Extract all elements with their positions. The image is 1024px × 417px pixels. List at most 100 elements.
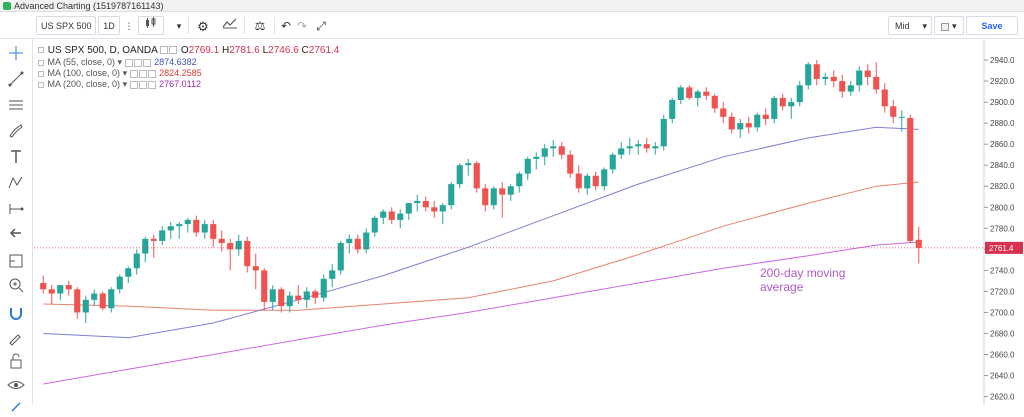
- study-label: MA (200, close, 0): [47, 79, 121, 89]
- prediction-icon[interactable]: [6, 199, 26, 219]
- symbol-search-input[interactable]: US SPX 500: [36, 16, 96, 35]
- candle-body: [601, 169, 608, 187]
- save-label: Save: [981, 21, 1003, 31]
- eye-toggle-icon[interactable]: [124, 58, 133, 67]
- interval-button[interactable]: 1D: [98, 16, 120, 35]
- zoom-in-icon[interactable]: [6, 275, 26, 295]
- candle-body: [295, 295, 302, 300]
- lock-icon[interactable]: [6, 351, 26, 371]
- fib-retracement-icon[interactable]: [6, 95, 26, 115]
- candle-body: [57, 285, 64, 294]
- settings-gear-icon[interactable]: ⚙: [197, 19, 209, 34]
- eye-toggle-icon[interactable]: [129, 80, 138, 89]
- y-tick-label: 2940.0: [990, 56, 1015, 65]
- save-button[interactable]: Save: [966, 16, 1018, 35]
- candle-body: [40, 283, 47, 290]
- close-icon[interactable]: [147, 80, 156, 89]
- candle-body: [150, 238, 157, 241]
- top-toolbar: US SPX 500 1D ⋮ ▾ ⚙ ⚖ ↶ ↷ ⤢ Mid ▾ ▾ Save: [0, 12, 1024, 39]
- candle-body: [201, 224, 208, 233]
- candle-body: [269, 289, 276, 302]
- candle-body: [516, 173, 523, 187]
- candle-body: [116, 276, 123, 290]
- candle-body: [643, 144, 650, 149]
- candle-body: [261, 270, 268, 302]
- open-label: O: [180, 45, 189, 56]
- candle-body: [677, 87, 684, 100]
- layout-select[interactable]: ▾: [934, 16, 964, 35]
- candle-body: [686, 87, 693, 98]
- redo-icon[interactable]: ↷: [296, 19, 308, 33]
- candle-body: [524, 158, 531, 174]
- collapse-icon[interactable]: [38, 47, 44, 54]
- text-tool-icon[interactable]: [6, 147, 26, 167]
- settings-icon[interactable]: [133, 58, 142, 67]
- brush-icon[interactable]: [6, 121, 26, 141]
- settings-icon[interactable]: [138, 69, 147, 78]
- crosshair-icon[interactable]: [6, 43, 26, 63]
- high-value: 2781.6: [229, 45, 260, 56]
- magnet-icon[interactable]: [6, 303, 26, 323]
- drawing-tools-sidebar: [0, 39, 33, 412]
- app-logo-icon: [3, 2, 11, 10]
- compare-scales-icon[interactable]: ⚖: [254, 19, 266, 33]
- candle-body: [575, 173, 582, 189]
- measure-icon[interactable]: [6, 251, 26, 271]
- settings-icon[interactable]: [138, 80, 147, 89]
- candle-body: [108, 289, 115, 309]
- last-price-badge: [985, 241, 1023, 254]
- collapse-icon[interactable]: [38, 59, 44, 66]
- candle-body: [193, 219, 200, 233]
- candle-body: [839, 81, 846, 92]
- stay-in-drawing-icon[interactable]: [6, 327, 26, 347]
- chart-style-dropdown-icon[interactable]: ▾: [176, 21, 182, 31]
- candle-body: [609, 154, 616, 170]
- candle-body: [218, 238, 225, 244]
- fullscreen-icon[interactable]: ⤢: [316, 19, 326, 33]
- legend-study-ma55: MA (55, close, 0) ▾ 2874.6382: [38, 57, 339, 68]
- pattern-icon[interactable]: [6, 173, 26, 193]
- y-tick-label: 2880.0: [990, 119, 1015, 128]
- candle-body: [907, 117, 914, 241]
- trend-line-icon[interactable]: [6, 69, 26, 89]
- interval-menu-icon[interactable]: ⋮: [124, 21, 134, 31]
- candle-body: [252, 266, 259, 271]
- candle-body: [48, 289, 55, 294]
- candle-body: [74, 289, 81, 313]
- candle-body: [652, 146, 659, 149]
- candle-body: [227, 243, 234, 250]
- candle-body: [405, 203, 412, 214]
- candle-body: [371, 217, 378, 233]
- price-chart[interactable]: 2940.0 2920.0 2900.0 2880.0 2860.0 2840.0 2820…: [34, 39, 1024, 405]
- price-type-select[interactable]: Mid ▾: [888, 16, 932, 35]
- eye-toggle-icon[interactable]: [129, 69, 138, 78]
- candle-body: [694, 91, 701, 98]
- collapse-icon[interactable]: [38, 81, 44, 88]
- eye-icon[interactable]: [6, 375, 26, 395]
- candle-body: [456, 165, 463, 185]
- collapse-icon[interactable]: [38, 70, 44, 77]
- low-value: 2746.6: [268, 45, 299, 56]
- ma55-line: [43, 126, 919, 339]
- close-value: 2761.4: [308, 45, 340, 56]
- indicators-icon[interactable]: [220, 16, 240, 35]
- close-label: C: [301, 45, 309, 56]
- settings-icon[interactable]: [169, 46, 178, 55]
- y-tick-label: 2660.0: [990, 351, 1015, 360]
- close-icon[interactable]: [147, 69, 156, 78]
- eye-toggle-icon[interactable]: [160, 46, 169, 55]
- undo-icon[interactable]: ↶: [280, 19, 292, 33]
- close-icon[interactable]: [142, 58, 151, 67]
- candle-body: [881, 89, 888, 107]
- candle-body: [99, 293, 106, 309]
- candle-body: [329, 270, 336, 279]
- candle-body: [864, 70, 871, 77]
- chart-style-candles-icon[interactable]: [138, 16, 164, 35]
- arrow-left-icon[interactable]: [6, 223, 26, 243]
- link-icon[interactable]: [6, 397, 26, 417]
- candle-body: [830, 76, 837, 82]
- ma100-line: [43, 181, 919, 311]
- study-value: 2824.2585: [159, 68, 202, 78]
- candle-body: [244, 240, 251, 267]
- candle-body: [541, 148, 548, 157]
